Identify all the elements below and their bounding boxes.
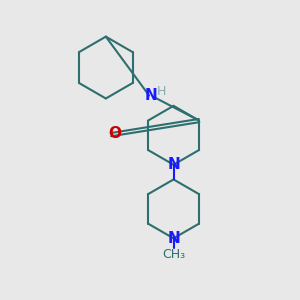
- Text: CH₃: CH₃: [162, 248, 185, 261]
- Text: N: N: [145, 88, 158, 103]
- Text: O: O: [108, 126, 121, 141]
- Text: H: H: [157, 85, 167, 98]
- Text: N: N: [167, 231, 180, 246]
- Text: N: N: [167, 157, 180, 172]
